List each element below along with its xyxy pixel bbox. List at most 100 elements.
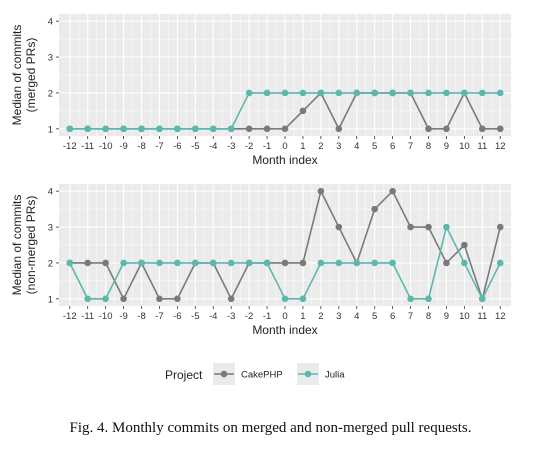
y-tick-label: 1 xyxy=(48,294,53,305)
x-tick-label: -12 xyxy=(63,311,77,322)
y-tick-label: 4 xyxy=(48,17,53,28)
point-julia xyxy=(138,125,145,133)
x-tick-label: 6 xyxy=(390,311,395,322)
point-julia xyxy=(407,295,414,303)
y-tick-label: 2 xyxy=(48,88,53,99)
x-tick-label: -8 xyxy=(137,141,145,152)
point-julia xyxy=(263,259,271,267)
point-julia xyxy=(299,295,307,303)
point-cakephp xyxy=(496,125,504,133)
point-julia xyxy=(138,259,145,267)
x-tick-label: -7 xyxy=(155,311,163,322)
point-julia xyxy=(461,259,468,267)
point-cakephp xyxy=(245,125,253,133)
x-tick-label: 3 xyxy=(336,141,341,152)
y-tick-label: 3 xyxy=(48,53,53,64)
point-julia xyxy=(156,259,163,267)
x-axis-title: Month index xyxy=(252,323,317,337)
point-julia xyxy=(120,259,127,267)
point-cakephp xyxy=(263,125,271,133)
x-tick-label: 5 xyxy=(372,311,377,322)
point-julia xyxy=(425,89,432,97)
x-tick-label: 11 xyxy=(477,311,487,322)
point-cakephp xyxy=(371,205,378,213)
point-julia xyxy=(299,89,307,97)
point-julia xyxy=(479,295,486,303)
point-julia xyxy=(174,125,181,133)
point-julia xyxy=(174,259,181,267)
x-tick-label: -9 xyxy=(119,141,127,152)
point-julia xyxy=(353,89,361,97)
x-tick-label: -4 xyxy=(209,311,217,322)
legend-key-point xyxy=(220,370,228,378)
x-tick-label: -4 xyxy=(209,141,217,152)
point-julia xyxy=(371,259,378,267)
y-tick-label: 2 xyxy=(48,258,53,269)
point-julia xyxy=(407,89,414,97)
point-julia xyxy=(66,125,74,133)
x-tick-label: 11 xyxy=(477,141,487,152)
point-julia xyxy=(425,295,432,303)
point-julia xyxy=(84,295,91,303)
x-tick-label: -6 xyxy=(173,311,181,322)
point-julia xyxy=(192,125,199,133)
y-axis-title-line: (merged PRs) xyxy=(24,38,38,113)
point-cakephp xyxy=(281,125,289,133)
x-tick-label: -6 xyxy=(173,141,181,152)
point-julia xyxy=(335,89,343,97)
point-cakephp xyxy=(479,125,486,133)
legend-label-cakephp: CakePHP xyxy=(241,370,283,381)
x-tick-label: -11 xyxy=(81,311,94,322)
x-tick-label: -2 xyxy=(245,141,253,152)
x-tick-label: -3 xyxy=(227,141,235,152)
y-axis-title: Median of commits(non-merged PRs) xyxy=(10,195,38,296)
point-julia xyxy=(389,89,396,97)
x-tick-label: 8 xyxy=(426,141,431,152)
point-cakephp xyxy=(227,295,235,303)
x-tick-label: -11 xyxy=(81,141,94,152)
x-tick-label: 7 xyxy=(408,141,413,152)
point-julia xyxy=(496,259,504,267)
x-tick-label: -1 xyxy=(263,311,271,322)
point-cakephp xyxy=(299,259,307,267)
point-cakephp xyxy=(461,241,468,249)
point-julia xyxy=(263,89,271,97)
x-tick-label: -1 xyxy=(263,141,271,152)
point-cakephp xyxy=(84,259,91,267)
point-julia xyxy=(66,259,74,267)
point-julia xyxy=(209,259,217,267)
point-julia xyxy=(353,259,361,267)
point-cakephp xyxy=(496,223,504,231)
x-tick-label: 4 xyxy=(354,311,359,322)
point-julia xyxy=(120,125,127,133)
x-tick-label: 6 xyxy=(390,141,395,152)
point-julia xyxy=(443,223,450,231)
point-julia xyxy=(281,89,289,97)
x-tick-label: 8 xyxy=(426,311,431,322)
point-julia xyxy=(227,125,235,133)
legend-key-point xyxy=(304,370,312,378)
point-julia xyxy=(335,259,343,267)
x-tick-label: 9 xyxy=(444,141,449,152)
point-cakephp xyxy=(335,125,343,133)
x-tick-label: 2 xyxy=(318,311,323,322)
x-tick-label: 1 xyxy=(300,141,305,152)
figure-caption: Fig. 4. Monthly commits on merged and no… xyxy=(69,420,472,436)
x-tick-label: 4 xyxy=(354,141,359,152)
x-tick-label: -10 xyxy=(99,311,113,322)
point-julia xyxy=(496,89,504,97)
point-julia xyxy=(443,89,450,97)
x-tick-label: 7 xyxy=(408,311,413,322)
point-julia xyxy=(317,259,325,267)
point-cakephp xyxy=(389,187,396,195)
point-cakephp xyxy=(120,295,127,303)
point-julia xyxy=(227,259,235,267)
point-julia xyxy=(389,259,396,267)
y-axis-title-line: (non-merged PRs) xyxy=(24,196,38,295)
point-cakephp xyxy=(102,259,109,267)
point-cakephp xyxy=(407,223,414,231)
x-tick-label: -10 xyxy=(99,141,113,152)
